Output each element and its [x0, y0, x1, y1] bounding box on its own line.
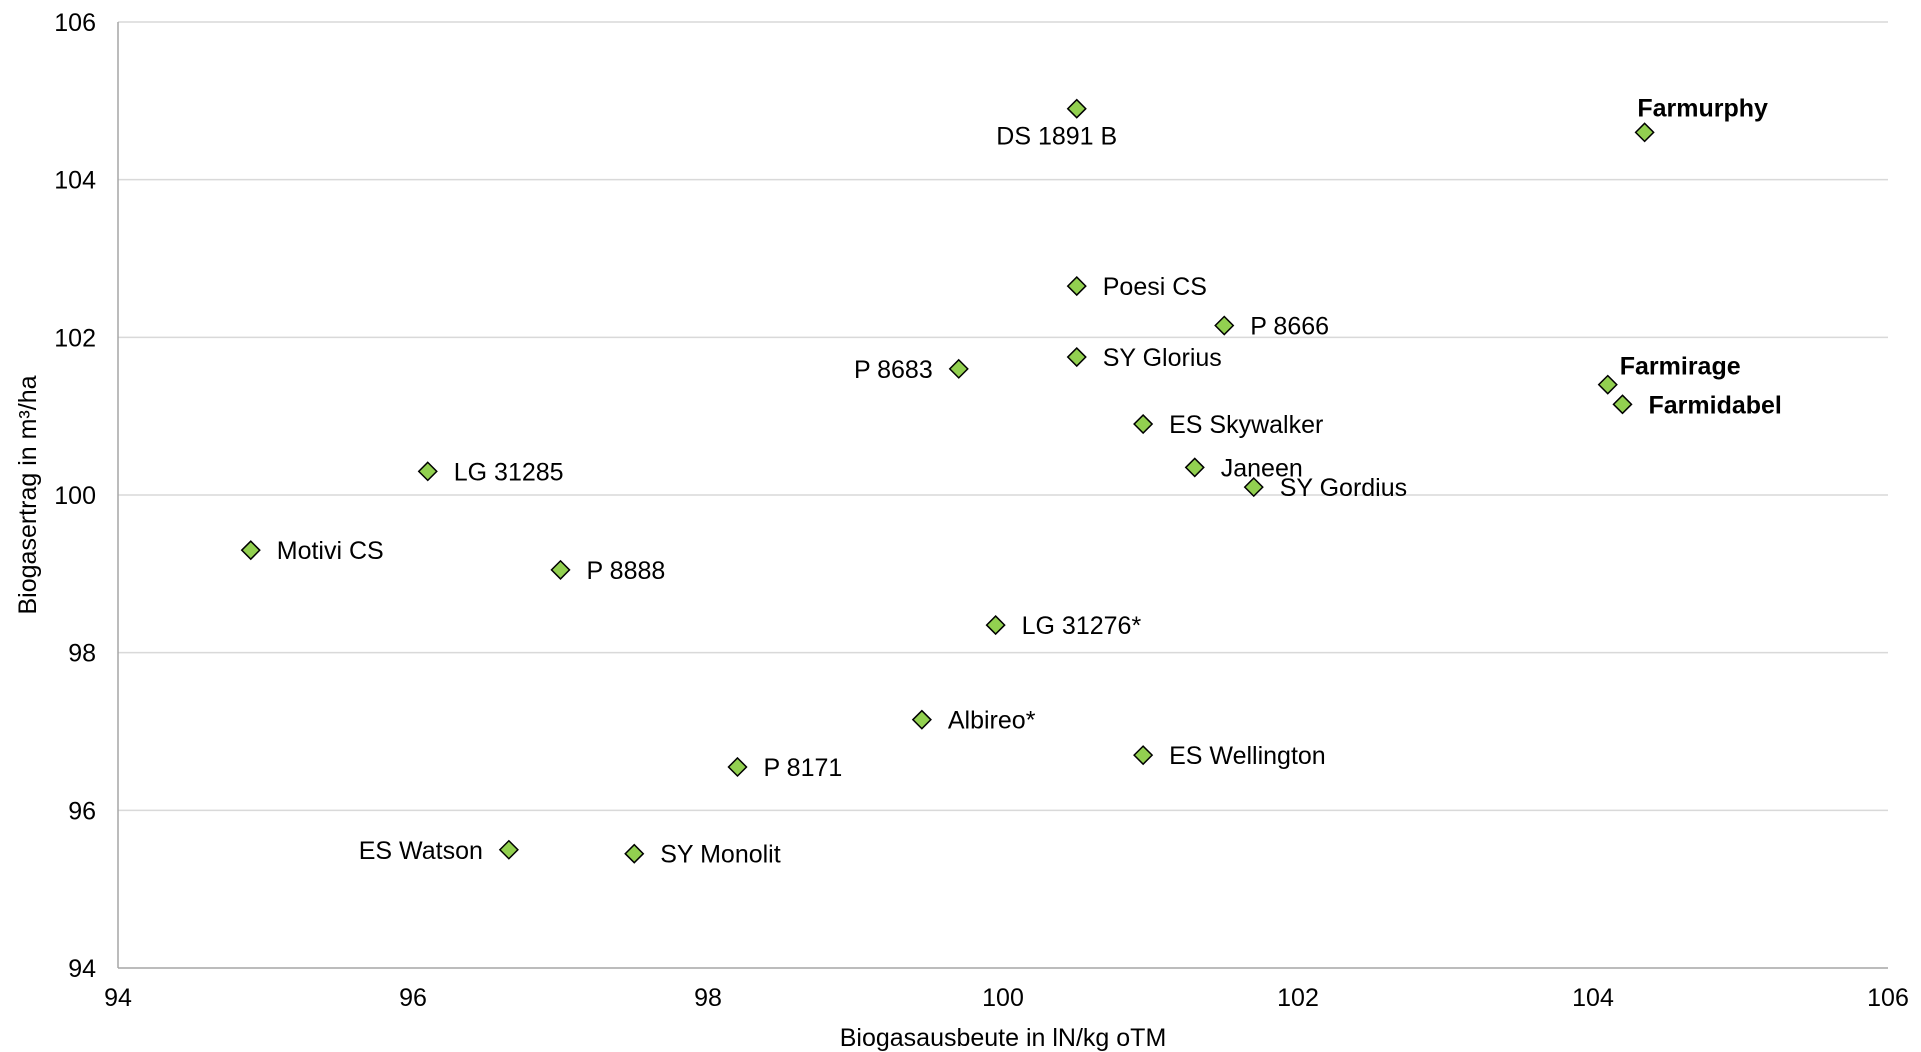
data-point-p-8666: [1214, 315, 1235, 336]
point-label: Farmidabel: [1649, 391, 1782, 419]
point-label: Farmurphy: [1637, 94, 1768, 122]
y-tick-labels: 94 96 98 100 102 104 106: [54, 9, 96, 983]
point-label: SY Glorius: [1103, 344, 1222, 372]
data-point-p-8171: [727, 756, 748, 778]
point-label: LG 31276*: [1022, 612, 1142, 640]
data-point-janeen: [1184, 457, 1205, 478]
point-label: Motivi CS: [277, 537, 384, 565]
point-label: P 8666: [1250, 313, 1329, 341]
point-label: SY Monolit: [660, 841, 780, 869]
point-label: Janeen: [1221, 454, 1303, 482]
data-point-farmirage: [1597, 374, 1618, 395]
data-point-sy-gordius: [1243, 477, 1264, 498]
data-point-motivi-cs: [240, 540, 261, 561]
y-tick-label: 96: [68, 797, 96, 825]
y-tick-label: 104: [54, 167, 96, 195]
data-point-lg-31285: [417, 461, 438, 482]
x-tick-label: 102: [1277, 984, 1319, 1012]
data-point-farmidabel: [1612, 394, 1633, 415]
gridlines: [118, 21, 1888, 812]
y-tick-label: 106: [54, 9, 96, 37]
x-tick-label: 100: [982, 984, 1024, 1012]
data-point-p-8683: [948, 358, 969, 379]
data-point-es-wellington: [1133, 745, 1154, 766]
data-point-farmurphy: [1634, 122, 1655, 143]
point-label: Poesi CS: [1103, 273, 1207, 301]
y-tick-label: 98: [68, 640, 96, 668]
data-points: [240, 98, 1655, 864]
x-axis-title: Biogasausbeute in lN/kg oTM: [840, 1024, 1167, 1052]
x-tick-label: 96: [399, 984, 427, 1012]
point-label: Farmirage: [1620, 353, 1741, 381]
point-label: DS 1891 B: [996, 123, 1117, 151]
data-point-sy-glorius: [1066, 346, 1087, 368]
point-label: LG 31285: [454, 458, 564, 486]
data-point-sy-monolit: [624, 843, 645, 864]
x-tick-label: 94: [104, 984, 132, 1012]
point-label: SY Gordius: [1280, 474, 1407, 502]
axes: [117, 22, 1888, 969]
y-tick-label: 94: [68, 955, 96, 983]
x-tick-labels: 94 96 98 100 102 104 106: [104, 984, 1909, 1012]
point-label: ES Wellington: [1169, 742, 1326, 770]
data-point-es-watson: [498, 839, 519, 860]
point-label: P 8171: [764, 754, 843, 782]
data-point-es-skywalker: [1133, 413, 1154, 435]
y-tick-label: 100: [54, 482, 96, 510]
data-point-lg-31276: [985, 615, 1006, 636]
point-label: P 8888: [587, 557, 666, 585]
y-axis-title: Biogasertrag in m³/ha: [14, 375, 42, 614]
x-tick-label: 98: [694, 984, 722, 1012]
y-tick-label: 102: [54, 324, 96, 352]
point-label: ES Watson: [359, 837, 483, 865]
point-label: Albireo*: [948, 707, 1036, 735]
data-point-poesi-cs: [1066, 276, 1087, 297]
data-point-albireo: [911, 709, 932, 730]
data-point-p-8888: [550, 559, 571, 580]
data-point-ds-1891-b: [1066, 98, 1087, 119]
point-label: P 8683: [854, 356, 933, 384]
point-label: ES Skywalker: [1169, 411, 1323, 439]
x-tick-label: 106: [1867, 984, 1909, 1012]
x-tick-label: 104: [1572, 984, 1614, 1012]
point-labels: DS 1891 B Farmurphy Poesi CS P 8666 SY Glori…: [277, 94, 1782, 868]
